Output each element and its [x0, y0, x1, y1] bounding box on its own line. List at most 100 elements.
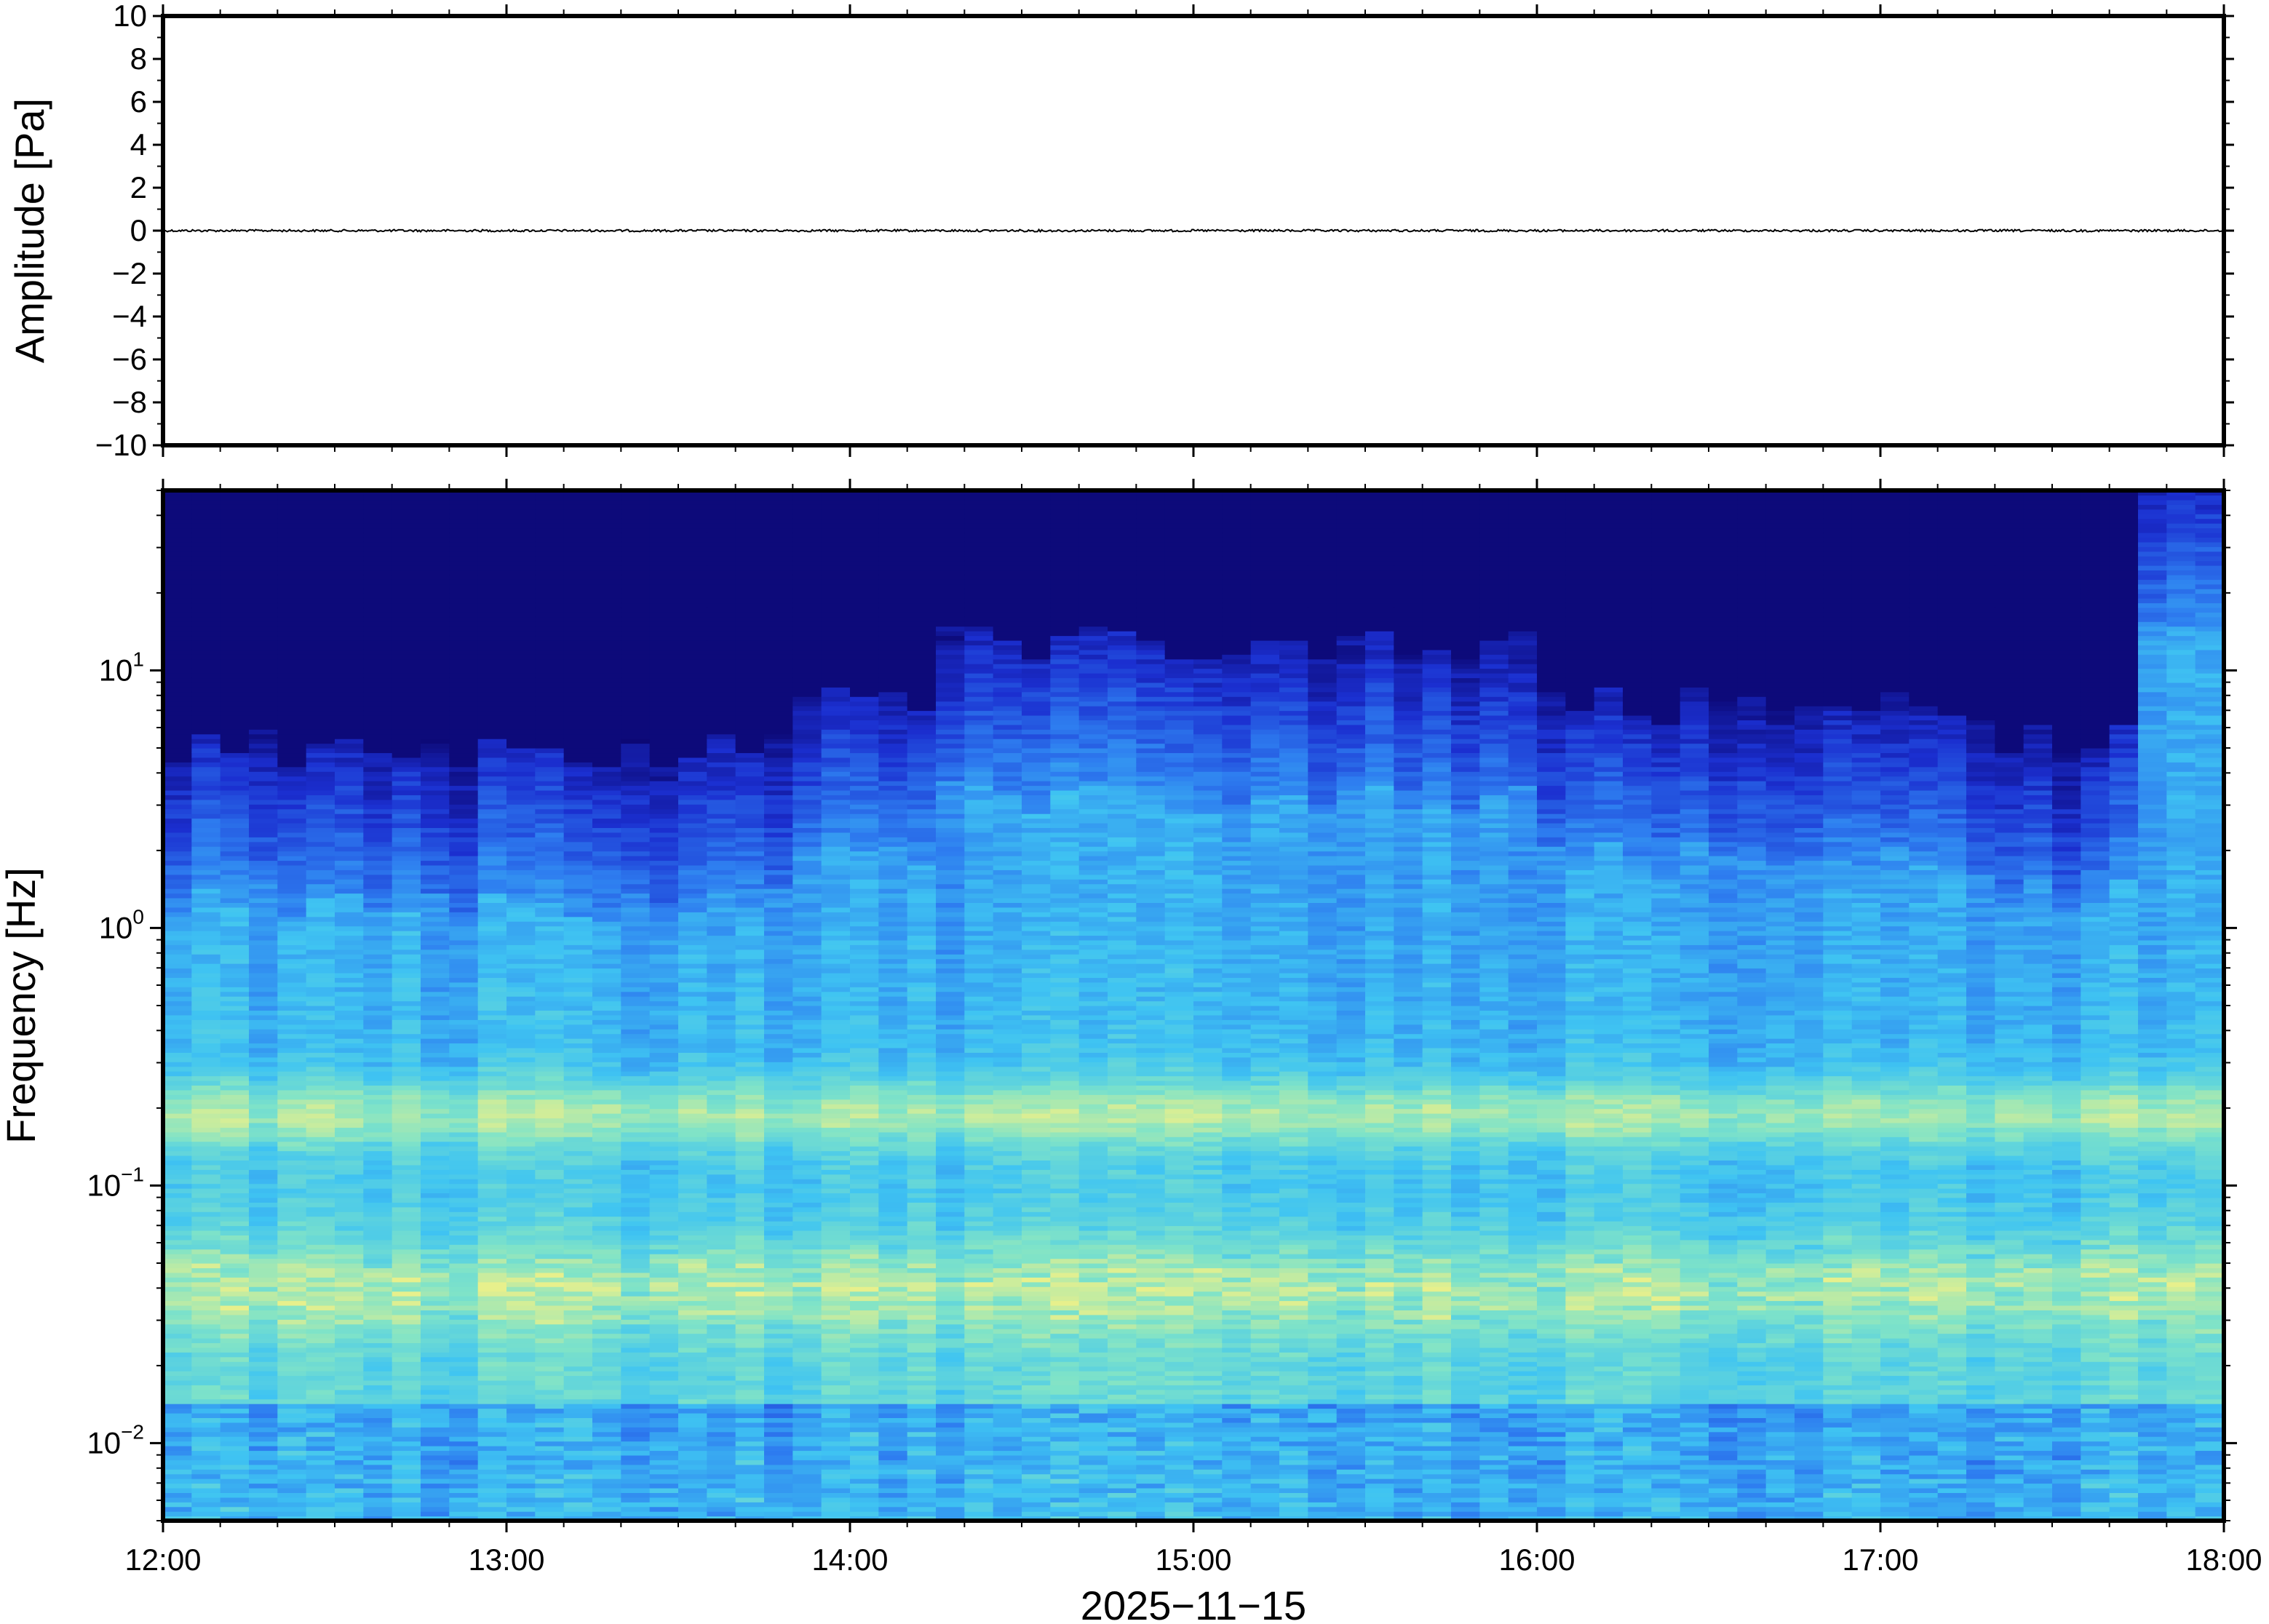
spectrogram-cell [191, 706, 221, 712]
spectrogram-cell [277, 645, 307, 650]
spectrogram-cell [649, 766, 679, 772]
spectrogram-cell [335, 1122, 364, 1128]
spectrogram-cell [449, 1272, 479, 1278]
spectrogram-cell [707, 668, 736, 674]
spectrogram-cell [163, 804, 192, 810]
spectrogram-cell [306, 1235, 335, 1241]
spectrogram-cell [392, 1431, 421, 1437]
spectrogram-cell [621, 1422, 651, 1428]
spectrogram-cell [249, 757, 278, 763]
spectrogram-cell [592, 523, 621, 529]
spectrogram-cell [306, 832, 335, 837]
spectrogram-cell [621, 574, 651, 580]
spectrogram-cell [764, 795, 793, 800]
spectrogram-cell [678, 752, 707, 758]
spectrogram-cell [563, 1211, 593, 1217]
spectrogram-cell [220, 1324, 250, 1329]
spectrogram-cell [563, 499, 593, 505]
spectrogram-cell [220, 1118, 250, 1123]
spectrogram-cell [707, 532, 736, 538]
spectrogram-cell [707, 701, 736, 706]
spectrogram-cell [220, 1412, 250, 1418]
spectrogram-cell [563, 832, 593, 837]
spectrogram-cell [220, 490, 250, 496]
spectrogram-cell [477, 1296, 507, 1302]
spectrogram-cell [249, 626, 278, 632]
spectrogram-cell [735, 958, 765, 964]
spectrogram-cell [392, 616, 421, 622]
spectrogram-cell [363, 837, 393, 843]
spectrogram-cell [592, 1324, 621, 1329]
spectrogram-cell [306, 1417, 335, 1423]
spectrogram-cell [592, 739, 621, 744]
spectrogram-cell [506, 729, 536, 735]
spectrogram-cell [506, 640, 536, 645]
spectrogram-cell [277, 897, 307, 903]
spectrogram-cell [535, 1085, 565, 1091]
spectrogram-cell [535, 1492, 565, 1498]
spectrogram-cell [306, 1469, 335, 1475]
spectrogram-cell [506, 1211, 536, 1217]
spectrogram-cell [621, 1024, 651, 1030]
spectrogram-cell [249, 1137, 278, 1142]
spectrogram-cell [421, 1404, 450, 1409]
spectrogram-cell [707, 869, 736, 875]
spectrogram-cell [649, 1319, 679, 1325]
spectrogram-cell [621, 762, 651, 768]
spectrogram-cell [477, 1104, 507, 1110]
spectrogram-cell [449, 570, 479, 576]
spectrogram-cell [363, 1511, 393, 1517]
spectrogram-cell [621, 1319, 651, 1325]
spectrogram-cell [421, 1014, 450, 1020]
spectrogram-cell [707, 537, 736, 543]
spectrogram-cell [506, 921, 536, 927]
spectrogram-cell [449, 921, 479, 927]
spectrogram-cell [563, 1398, 593, 1404]
spectrogram-cell [392, 781, 421, 787]
spectrogram-cell [392, 490, 421, 496]
spectrogram-cell [621, 1230, 651, 1235]
spectrogram-cell [535, 1033, 565, 1039]
spectrogram-cell [621, 1329, 651, 1334]
spectrogram-cell [335, 1483, 364, 1489]
spectrogram-cell [563, 1066, 593, 1072]
spectrogram-cell [563, 1193, 593, 1198]
spectrogram-cell [678, 1164, 707, 1170]
spectrogram-cell [249, 766, 278, 772]
spectrogram-cell [735, 897, 765, 903]
spectrogram-cell [506, 1329, 536, 1334]
spectrogram-cell [449, 902, 479, 908]
spectrogram-cell [764, 1375, 793, 1381]
spectrogram-cell [621, 939, 651, 945]
spectrogram-cell [249, 1056, 278, 1062]
spectrogram-cell [421, 864, 450, 870]
spectrogram-cell [421, 635, 450, 641]
spectrogram-cell [249, 1085, 278, 1091]
spectrogram-cell [220, 907, 250, 912]
spectrogram-cell [563, 883, 593, 889]
spectrogram-cell [335, 495, 364, 501]
spectrogram-cell [649, 1071, 679, 1077]
spectrogram-cell [306, 649, 335, 655]
spectrogram-cell [449, 621, 479, 627]
spectrogram-cell [306, 1230, 335, 1235]
spectrogram-cell [392, 593, 421, 599]
spectrogram-cell [735, 1024, 765, 1030]
spectrogram-cell [649, 635, 679, 641]
spectrogram-cell [735, 1385, 765, 1390]
spectrogram-cell [563, 673, 593, 679]
spectrogram-cell [707, 1239, 736, 1245]
spectrogram-cell [249, 691, 278, 697]
spectrogram-cell [277, 649, 307, 655]
spectrogram-cell [563, 987, 593, 992]
spectrogram-cell [363, 1131, 393, 1137]
spectrogram-cell [335, 743, 364, 749]
spectrogram-cell [191, 1094, 221, 1100]
spectrogram-cell [621, 649, 651, 655]
spectrogram-cell [220, 1197, 250, 1203]
spectrogram-cell [363, 1263, 393, 1269]
spectrogram-cell [764, 1071, 793, 1077]
spectrogram-cell [449, 1202, 479, 1208]
spectrogram-cell [649, 1342, 679, 1348]
spectrogram-cell [678, 1267, 707, 1273]
